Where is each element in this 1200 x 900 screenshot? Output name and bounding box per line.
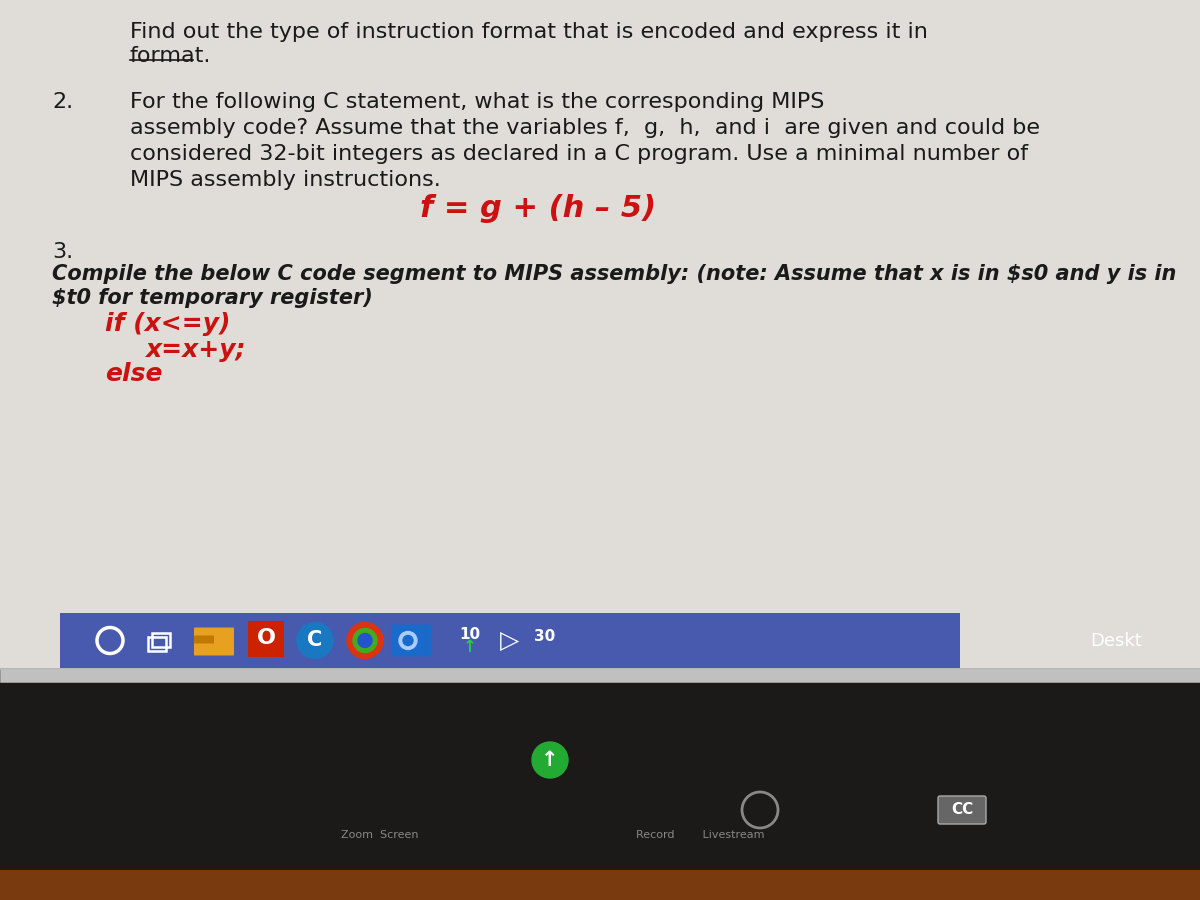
FancyBboxPatch shape [194,635,214,644]
Text: format.: format. [130,46,211,66]
Text: considered 32-bit integers as declared in a C program. Use a minimal number of: considered 32-bit integers as declared i… [130,144,1028,164]
Text: ↑: ↑ [541,750,559,770]
Text: ▷: ▷ [500,628,520,652]
Circle shape [358,634,372,647]
Text: CC: CC [950,803,973,817]
Text: For the following C statement, what is the corresponding MIPS: For the following C statement, what is t… [130,92,824,112]
FancyBboxPatch shape [194,627,234,655]
FancyBboxPatch shape [248,620,284,656]
FancyBboxPatch shape [0,870,1200,900]
Circle shape [353,628,377,652]
Text: Zoom  Screen: Zoom Screen [341,830,419,840]
Text: O: O [257,628,276,649]
FancyBboxPatch shape [0,668,1200,682]
Text: C: C [307,629,323,650]
Text: else: else [106,362,162,386]
FancyBboxPatch shape [391,625,431,656]
Text: if (x<=y): if (x<=y) [106,312,230,336]
Text: f = g + (h – 5): f = g + (h – 5) [420,194,656,223]
Text: x=x+y;: x=x+y; [145,338,246,362]
Text: $t0 for temporary register): $t0 for temporary register) [52,288,373,308]
Text: Compile the below C code segment to MIPS assembly: (note: Assume that x is in $s: Compile the below C code segment to MIPS… [52,264,1176,284]
Circle shape [347,623,383,659]
Text: Deskt: Deskt [1090,632,1141,650]
Text: ↑: ↑ [463,637,476,655]
FancyBboxPatch shape [60,613,960,668]
FancyBboxPatch shape [938,796,986,824]
Circle shape [398,632,418,650]
FancyBboxPatch shape [0,0,1200,680]
Text: 10: 10 [460,627,480,642]
Text: 30: 30 [534,629,556,644]
Text: 3.: 3. [52,242,73,262]
Circle shape [532,742,568,778]
Text: 2.: 2. [52,92,73,112]
Text: Record        Livestream: Record Livestream [636,830,764,840]
Text: assembly code? Assume that the variables f,  g,  h,  and i  are given and could : assembly code? Assume that the variables… [130,118,1040,138]
Text: Find out the type of instruction format that is encoded and express it in: Find out the type of instruction format … [130,22,928,42]
FancyBboxPatch shape [0,670,1200,900]
Text: MIPS assembly instructions.: MIPS assembly instructions. [130,170,440,190]
Circle shape [403,635,413,645]
Circle shape [298,623,334,659]
